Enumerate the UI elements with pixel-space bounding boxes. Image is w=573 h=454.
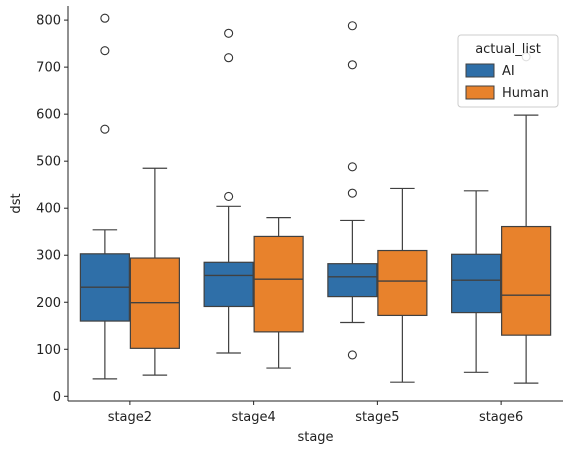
outlier-point-ai-stage2 [100, 46, 110, 56]
legend-label-human: Human [502, 86, 549, 101]
legend-swatch-ai [465, 63, 495, 78]
axes: 0 100 200 300 400 500 600 700 800 stage2 stage4 sta… [36, 6, 563, 425]
box-ai-stage5 [327, 263, 378, 298]
box-ai-stage6 [451, 253, 502, 314]
y-tick-label: 100 [36, 343, 61, 358]
y-tick-label: 200 [36, 296, 61, 311]
legend-label-ai: AI [502, 64, 515, 79]
outlier-point-ai-stage2 [100, 13, 110, 23]
plot-marks [79, 13, 552, 384]
x-axis-label: stage [297, 430, 333, 445]
x-tick-label: stage5 [355, 410, 399, 425]
legend: actual_list AI Human [457, 34, 559, 108]
y-tick-label: 700 [36, 61, 61, 76]
outlier-point-ai-stage5 [347, 21, 357, 31]
y-tick-label: 0 [53, 390, 61, 405]
box-ai-stage4 [203, 261, 254, 308]
x-tick-label: stage6 [479, 410, 523, 425]
legend-title: actual_list [475, 42, 541, 57]
y-axis-label: dst [9, 193, 24, 213]
y-tick-label: 800 [36, 14, 61, 29]
y-tick-label: 300 [36, 249, 61, 264]
outlier-point-ai-stage5 [347, 60, 357, 70]
outlier-point-ai-stage4 [224, 191, 234, 201]
box-human-stage6 [501, 225, 552, 336]
y-tick-label: 600 [36, 108, 61, 123]
y-tick-label: 500 [36, 155, 61, 170]
x-tick-label: stage4 [231, 410, 275, 425]
box-human-stage5 [377, 249, 428, 317]
x-tick-label: stage2 [108, 410, 152, 425]
outlier-point-ai-stage2 [100, 124, 110, 134]
outlier-point-ai-stage5 [347, 188, 357, 198]
box-human-stage4 [253, 235, 304, 333]
legend-swatch-human [465, 85, 495, 100]
outlier-point-ai-stage5 [347, 162, 357, 172]
outlier-point-ai-stage5 [347, 350, 357, 360]
outlier-point-ai-stage4 [224, 28, 234, 38]
outlier-point-ai-stage4 [224, 53, 234, 63]
y-tick-label: 400 [36, 202, 61, 217]
